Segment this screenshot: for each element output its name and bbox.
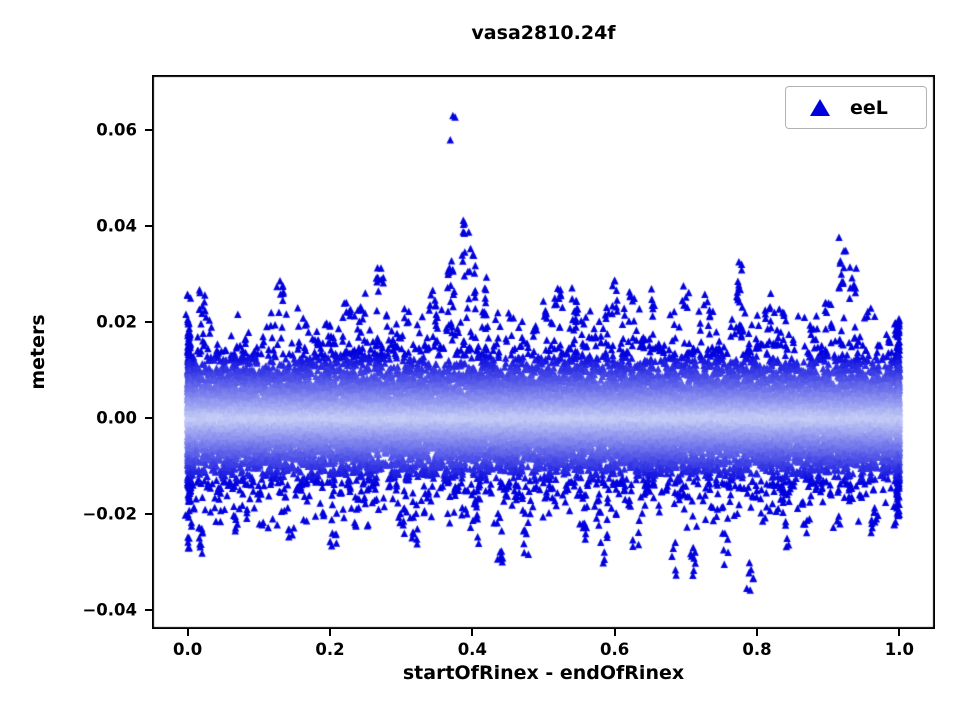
x-tick-label: 0.2: [315, 640, 345, 659]
y-tick-label: −0.04: [82, 600, 137, 620]
x-tick-mark: [898, 629, 901, 636]
y-tick-mark: [145, 129, 152, 132]
y-tick-label: 0.04: [96, 216, 137, 236]
scatter-canvas: [152, 75, 935, 629]
x-axis-label: startOfRinex - endOfRinex: [402, 662, 685, 684]
plot-area: eeL: [152, 75, 935, 629]
x-tick-label: 1.0: [884, 640, 915, 659]
y-tick-mark: [145, 225, 152, 228]
legend-triangle-icon: [810, 99, 830, 116]
y-tick-label: 0.00: [96, 408, 137, 428]
y-tick-label: 0.06: [96, 120, 137, 140]
y-tick-mark: [145, 416, 152, 419]
x-tick-mark: [613, 629, 616, 636]
x-tick-label: 0.6: [600, 640, 630, 659]
x-tick-label: 0.4: [457, 640, 487, 659]
y-tick-label: 0.02: [96, 312, 137, 332]
y-tick-mark: [145, 512, 152, 515]
chart-title: vasa2810.24f: [471, 22, 616, 44]
y-tick-mark: [145, 608, 152, 611]
legend: eeL: [785, 86, 927, 129]
x-tick-mark: [328, 629, 331, 636]
x-tick-mark: [756, 629, 759, 636]
y-axis-label: meters: [27, 314, 49, 390]
x-tick-label: 0.0: [172, 640, 203, 659]
y-tick-label: −0.02: [82, 504, 137, 524]
legend-label: eeL: [850, 96, 888, 119]
x-tick-mark: [186, 629, 189, 636]
x-tick-mark: [471, 629, 474, 636]
x-tick-label: 0.8: [742, 640, 772, 659]
y-tick-mark: [145, 321, 152, 324]
